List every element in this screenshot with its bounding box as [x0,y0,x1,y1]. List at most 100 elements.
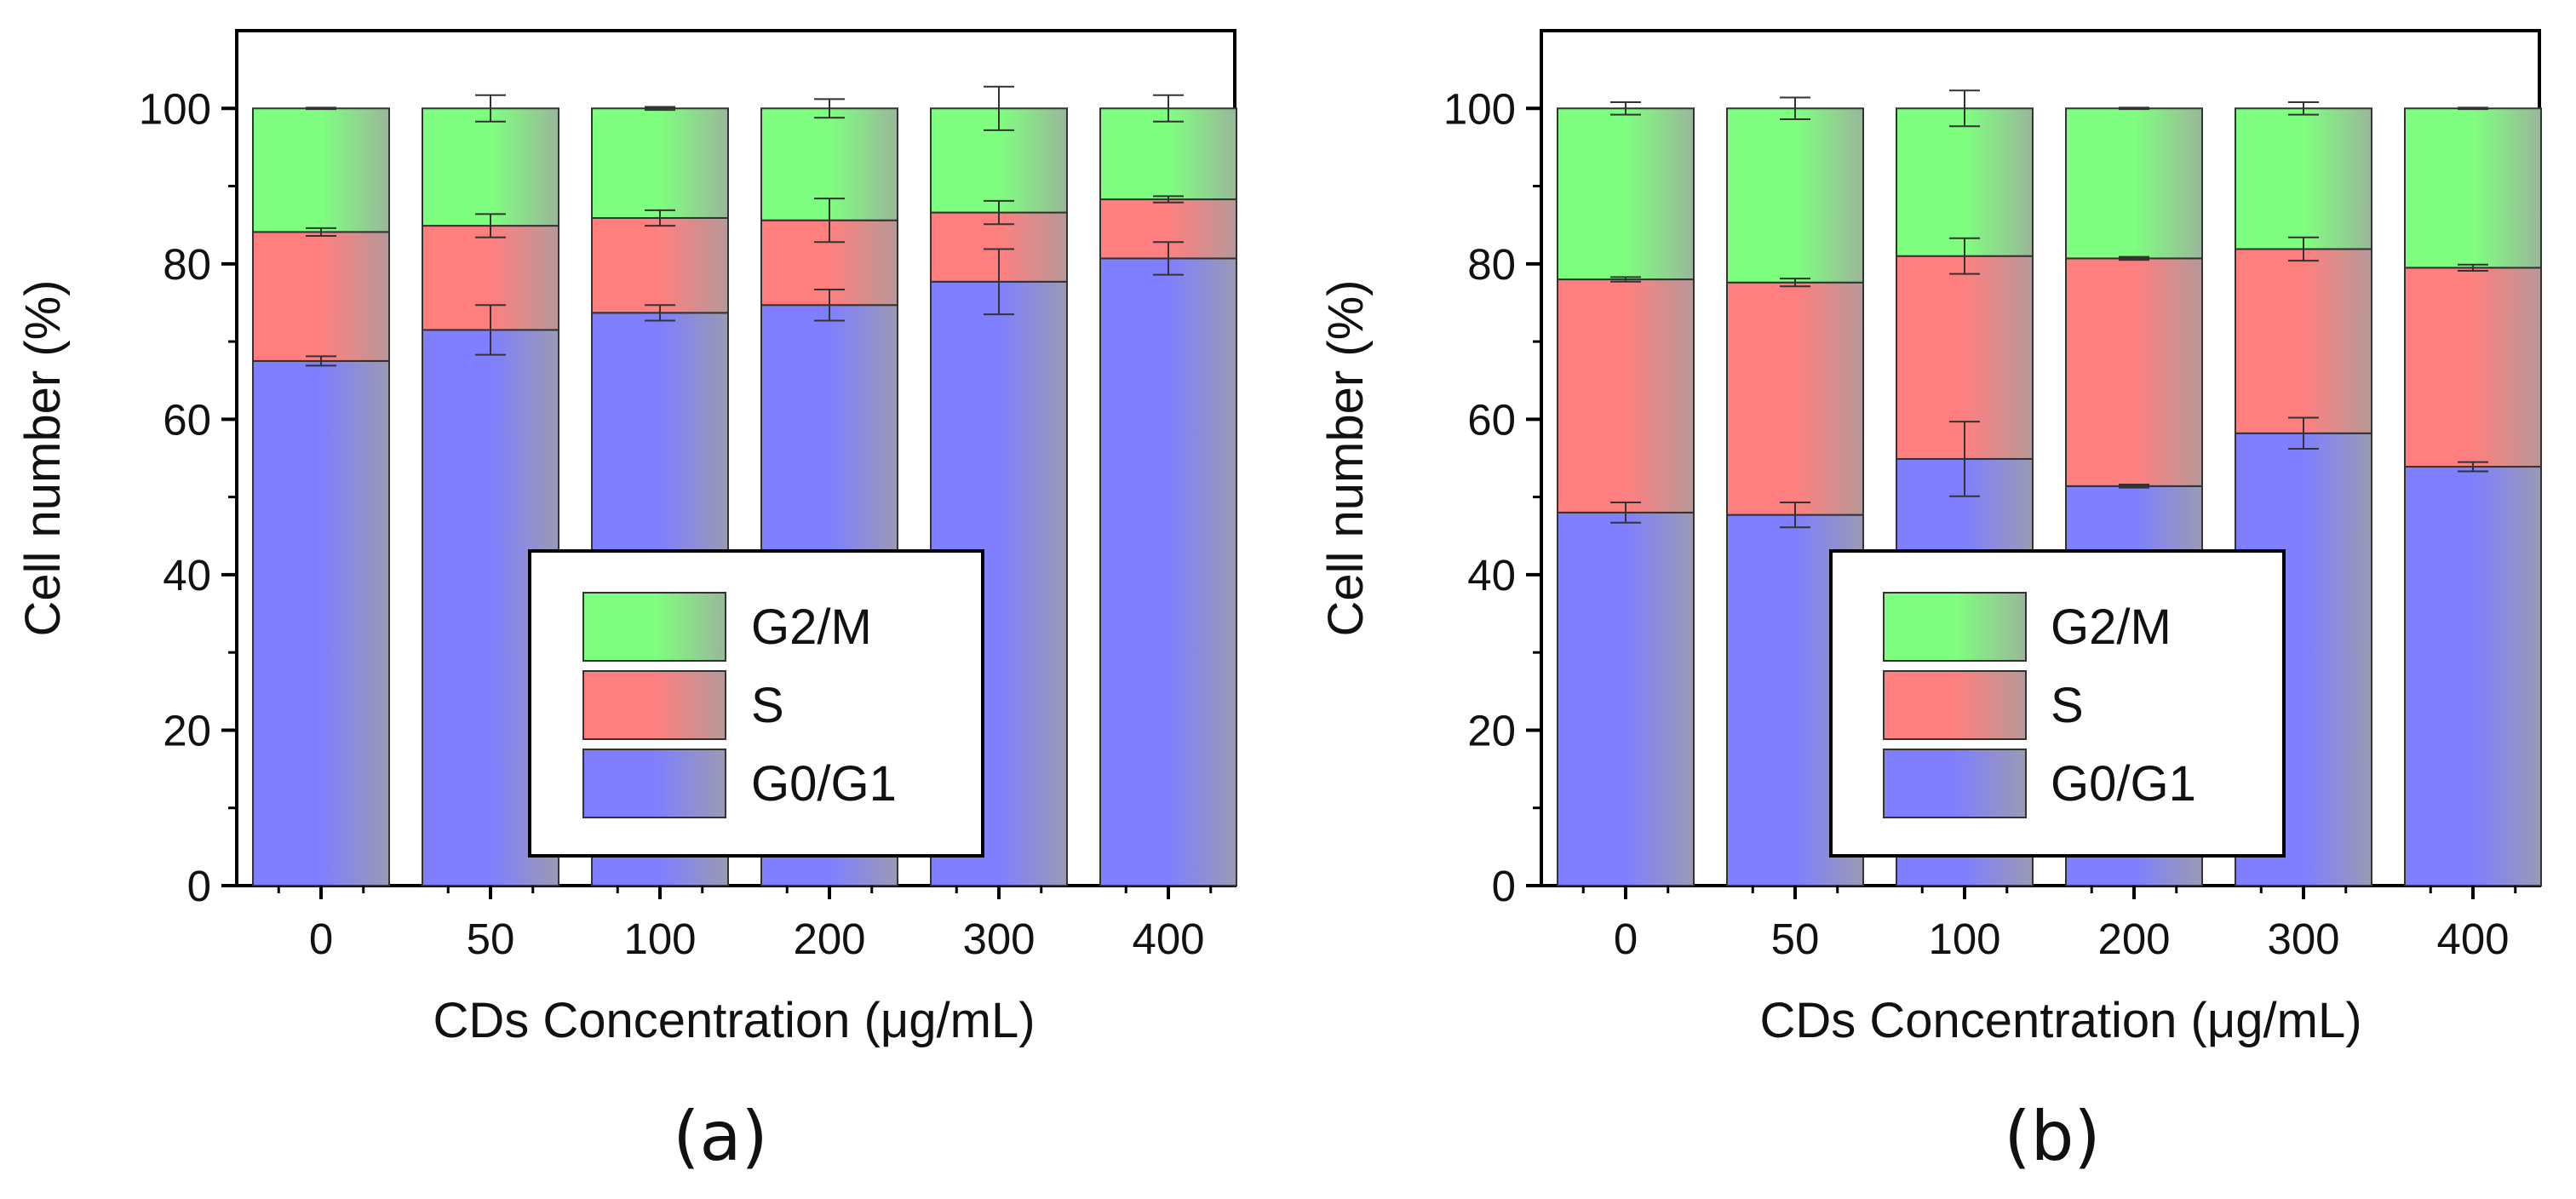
bar-g2m-400 [2404,107,2542,269]
y-tick-label: 100 [139,84,211,133]
x-tick-label: 300 [2267,915,2339,963]
y-tick-label: 20 [1467,706,1516,754]
x-tick-label: 100 [623,915,696,963]
y-tick-label: 80 [163,240,211,289]
bar-g2m-300 [2235,107,2372,250]
legend-label-g2m: G2/M [2051,600,2172,655]
legend-label-g2m: G2/M [751,600,872,655]
error-bar-g2m-200 [2119,106,2149,111]
legend-swatch-s [582,670,726,740]
legend-swatch-g0g1 [1883,749,2027,818]
y-axis-label: Cell number (%) [15,280,71,637]
bar-s-200 [2065,257,2203,487]
y-tick-label: 0 [1492,862,1516,910]
error-bar-s-300 [2288,236,2319,262]
error-bar-g0g1-50 [1780,502,1810,529]
bar-g2m-100 [1896,107,2034,257]
x-tick-label: 200 [2097,915,2170,963]
error-bar-g0g1-100 [645,304,675,322]
bar-g2m-400 [1099,107,1237,201]
y-tick-label: 80 [1467,240,1516,289]
legend-swatch-g0g1 [582,749,726,818]
bar-s-300 [2235,248,2372,434]
error-bar-g0g1-100 [1949,421,1980,497]
error-bar-g0g1-400 [2458,461,2488,473]
y-tick-label: 60 [1467,395,1516,444]
panel-b: 0 20 40 60 80 100 0 50 100 200 300 400 Cell number… [1318,29,2542,1176]
bar-g0g1-400 [1099,257,1237,886]
legend-swatch-s [1883,670,2027,740]
error-bar-g2m-100 [1949,89,1980,128]
bar-s-0 [1557,278,1695,513]
error-bar-g2m-400 [1153,94,1184,123]
x-tick-label: 400 [2436,915,2509,963]
error-bar-g2m-200 [814,98,845,119]
error-bar-s-400 [1153,195,1184,204]
y-tick-label: 100 [1443,84,1516,133]
y-tick-label: 40 [1467,551,1516,600]
bar-s-400 [2404,267,2542,468]
y-tick-label: 20 [163,706,211,754]
bar-g2m-0 [252,107,390,233]
x-tick-label: 100 [1928,915,2000,963]
legend: G2/M S G0/G1 [1829,549,2286,858]
x-tick-label: 200 [793,915,865,963]
bar-g0g1-0 [1557,511,1695,887]
panel-label: (b) [2004,1097,2100,1176]
y-axis-label: Cell number (%) [1318,280,1374,637]
bar-s-50 [1726,281,1864,516]
error-bar-g0g1-200 [814,288,845,322]
panel-label: (a) [673,1097,767,1176]
x-tick-label: 0 [1614,915,1638,963]
legend-swatch-g2m [582,592,726,662]
error-bar-s-100 [645,209,675,227]
error-bar-s-200 [2119,255,2149,261]
error-bar-s-50 [475,213,506,238]
error-bar-g0g1-50 [475,304,506,356]
error-bar-s-400 [2458,263,2488,272]
y-tick-label: 40 [163,551,211,600]
legend-label-g0g1: G0/G1 [751,756,897,812]
error-bar-g0g1-0 [1610,502,1641,524]
error-bar-g0g1-300 [2288,416,2319,450]
error-bar-s-200 [814,198,845,244]
bar-g2m-200 [2065,107,2203,260]
bar-s-100 [591,216,729,314]
x-tick-label: 400 [1132,915,1204,963]
x-tick-label: 300 [962,915,1035,963]
bar-g2m-50 [422,107,559,227]
y-tick-label: 60 [163,395,211,444]
error-bar-s-0 [1610,276,1641,283]
error-bar-s-100 [1949,237,1980,275]
panel-a: 0 20 40 60 80 100 0 50 100 200 300 400 Cell number… [15,29,1237,1176]
error-bar-g2m-300 [2288,100,2319,116]
error-bar-g2m-50 [1780,96,1810,121]
bar-g2m-100 [591,107,729,219]
bar-g2m-0 [1557,107,1695,281]
legend: G2/M S G0/G1 [528,549,984,858]
bar-g0g1-0 [252,359,390,886]
x-tick-label: 0 [309,915,333,963]
x-tick-label: 50 [1771,915,1820,963]
error-bar-g2m-100 [645,106,675,112]
legend-label-g0g1: G0/G1 [2051,756,2196,812]
error-bar-g2m-0 [1610,100,1641,116]
x-tick-label: 50 [467,915,515,963]
bar-g0g1-400 [2404,466,2542,886]
y-tick-label: 0 [187,862,211,910]
x-axis-label: CDs Concentration (μg/mL) [1759,993,2361,1048]
error-bar-g2m-50 [475,94,506,123]
legend-label-s: S [2051,678,2084,733]
x-axis-label: CDs Concentration (μg/mL) [433,993,1035,1048]
legend-label-s: S [751,678,784,733]
error-bar-s-50 [1780,278,1810,288]
error-bar-g2m-400 [2458,106,2488,111]
error-bar-s-0 [306,227,336,237]
error-bar-g0g1-200 [2119,484,2149,489]
error-bar-g2m-0 [306,106,336,111]
bar-s-0 [252,231,390,362]
error-bar-g0g1-400 [1153,241,1184,276]
error-bar-g2m-300 [984,85,1014,131]
bar-g2m-50 [1726,107,1864,284]
